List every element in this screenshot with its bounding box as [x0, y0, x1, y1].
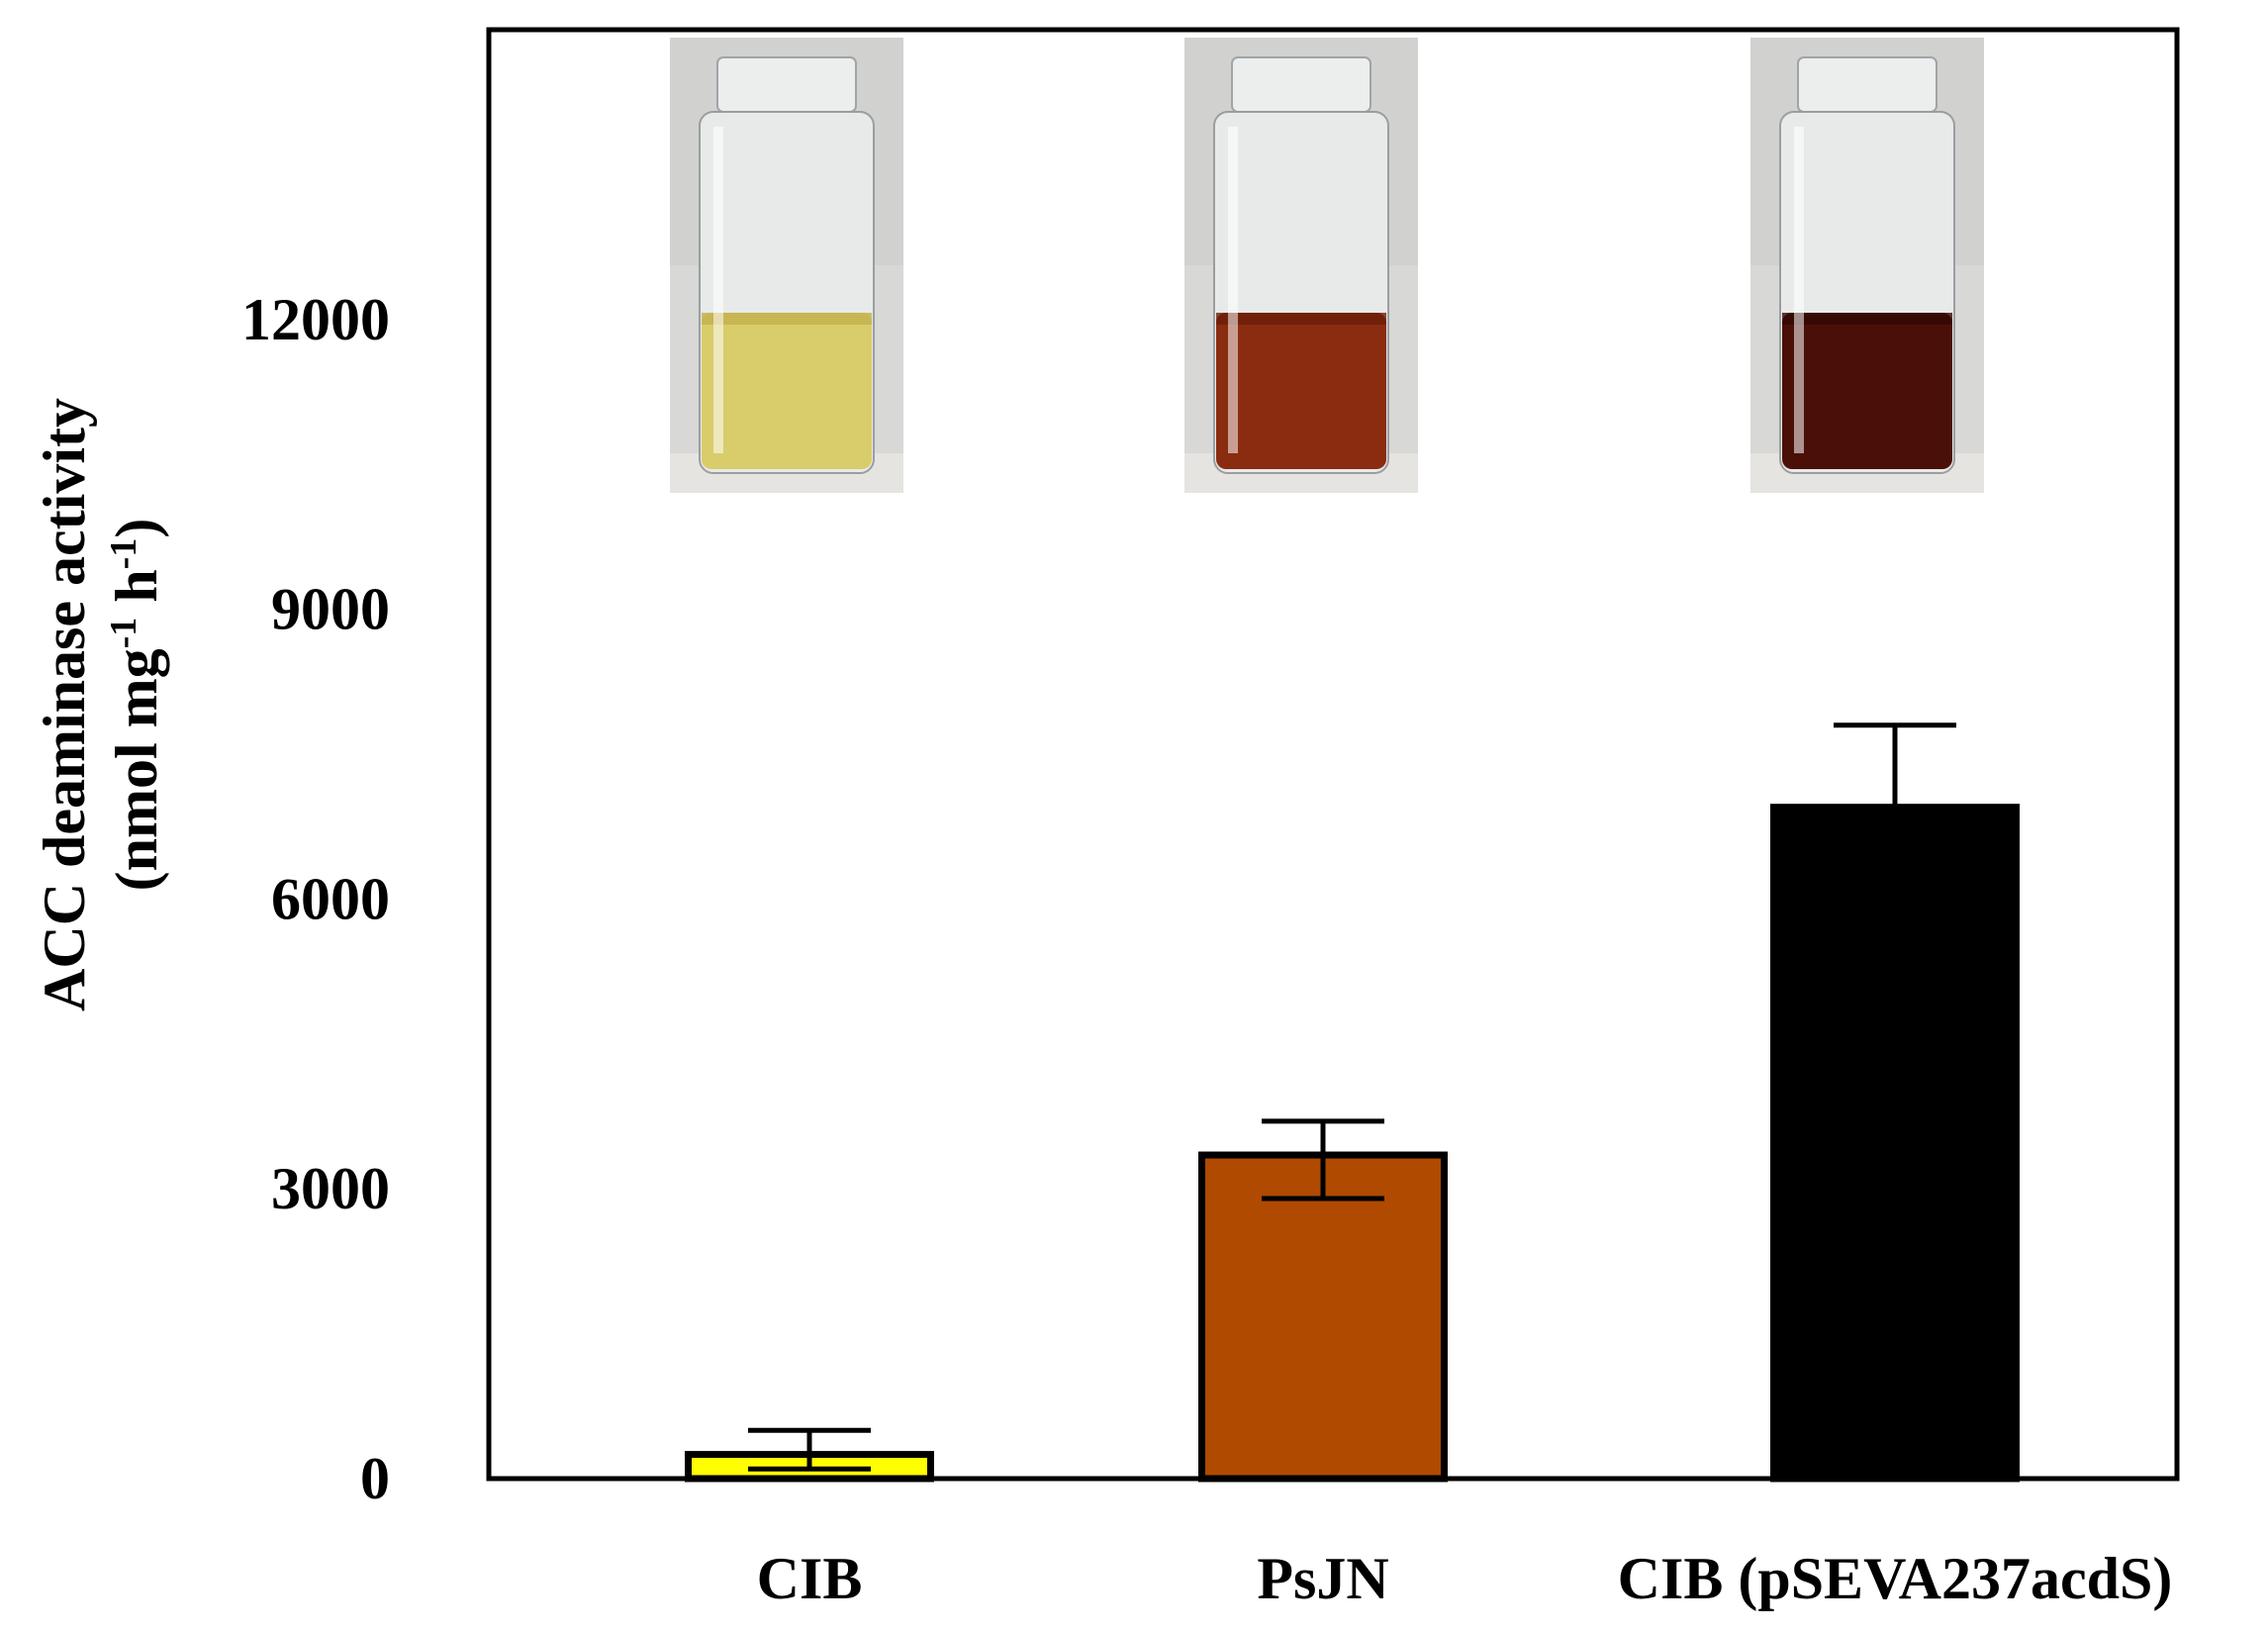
y-tick-label: 9000: [271, 577, 390, 642]
vial-highlight: [1794, 127, 1804, 453]
x-category-label: CIB (pSEVA237acdS): [1618, 1546, 2173, 1611]
vial-liquid: [1782, 313, 1952, 469]
vial-liquid-surface: [1782, 313, 1952, 325]
vial-photo-2: [1184, 38, 1418, 493]
y-tick-label: 6000: [271, 866, 390, 931]
error-bars: [748, 722, 1956, 1472]
bars: [685, 804, 2020, 1483]
vial-liquid-surface: [702, 313, 872, 325]
x-axis-labels: CIB PsJN CIB (pSEVA237acdS): [757, 1546, 2173, 1611]
y-tick-label: 0: [360, 1446, 390, 1511]
vial-photo-1: [670, 38, 903, 493]
vial-neck: [1231, 56, 1371, 113]
bar-2: [1198, 1151, 1448, 1483]
vial-neck: [716, 56, 857, 113]
y-tick-label: 12000: [241, 287, 390, 352]
vial-liquid: [702, 313, 872, 469]
y-axis-units: (nmol mg-1 h-1): [103, 519, 169, 892]
plot-frame: [486, 27, 2180, 1482]
x-category-label: PsJN: [1257, 1546, 1388, 1611]
vial-highlight: [1228, 127, 1238, 453]
y-axis-ticks: 0 3000 6000 9000 12000: [241, 287, 390, 1511]
vial-photo-3: [1750, 38, 1984, 493]
vial-photos: [670, 38, 1984, 493]
y-axis-title: ACC deaminase activity: [32, 398, 97, 1011]
y-tick-label: 3000: [271, 1156, 390, 1221]
vial-liquid-surface: [1216, 313, 1386, 325]
vial-neck: [1797, 56, 1937, 113]
x-category-label: CIB: [757, 1546, 863, 1611]
vial-liquid: [1216, 313, 1386, 469]
vial-highlight: [713, 127, 723, 453]
